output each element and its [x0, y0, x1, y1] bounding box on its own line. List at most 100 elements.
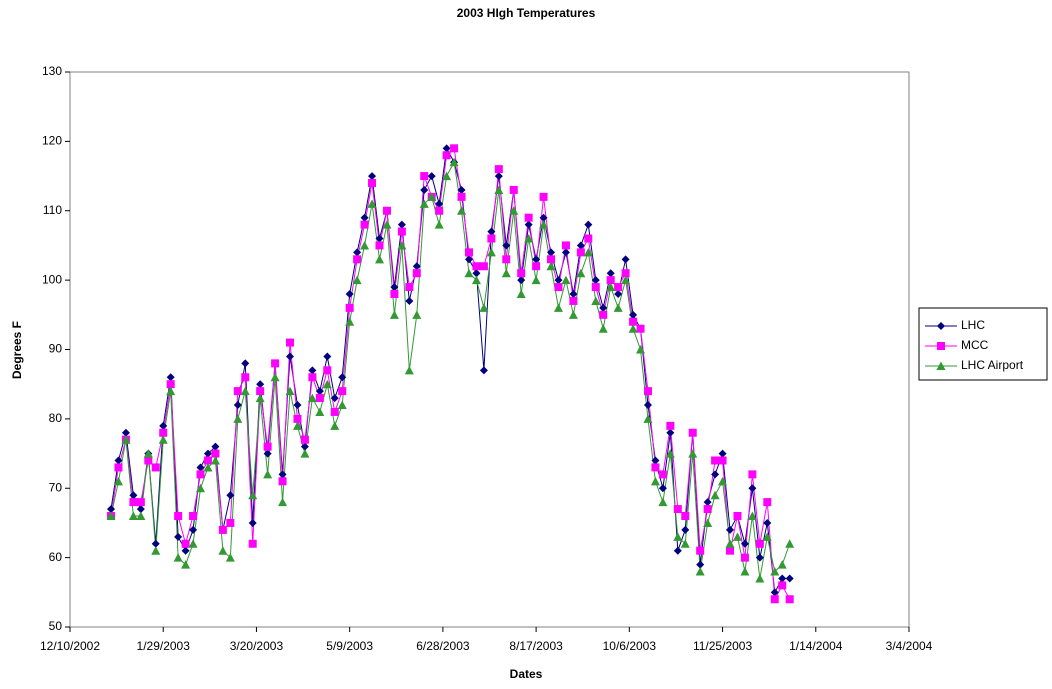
y-tick-label: 60 — [49, 550, 63, 564]
marker — [755, 539, 764, 548]
marker — [486, 247, 496, 257]
marker — [740, 567, 750, 576]
marker — [479, 262, 488, 271]
marker — [554, 283, 563, 292]
marker — [740, 553, 749, 562]
marker — [584, 220, 593, 229]
marker — [308, 373, 317, 382]
marker — [681, 512, 690, 520]
marker — [136, 505, 145, 514]
legend-marker — [936, 361, 946, 370]
marker — [330, 421, 340, 430]
marker — [226, 491, 235, 500]
marker — [263, 442, 272, 451]
marker — [584, 234, 593, 243]
x-tick-label: 3/4/2004 — [886, 639, 933, 653]
marker — [763, 518, 772, 527]
marker — [606, 269, 615, 278]
marker — [330, 394, 339, 403]
marker — [464, 248, 473, 257]
marker — [181, 560, 191, 569]
marker — [688, 449, 698, 458]
marker — [368, 172, 377, 181]
marker — [308, 366, 317, 375]
marker — [539, 213, 548, 222]
x-tick-label: 11/25/2003 — [693, 639, 752, 653]
marker — [755, 553, 764, 562]
marker — [740, 539, 749, 548]
marker — [129, 491, 138, 500]
marker — [233, 401, 242, 409]
marker — [300, 449, 310, 458]
marker — [196, 463, 205, 472]
marker — [203, 462, 213, 472]
marker — [531, 275, 541, 285]
marker — [568, 310, 578, 319]
marker — [450, 144, 459, 153]
marker — [673, 505, 682, 514]
marker — [121, 428, 130, 437]
marker — [666, 428, 675, 437]
chart-title: 2003 HIgh Temperatures — [457, 6, 596, 20]
marker — [785, 595, 794, 604]
marker — [144, 456, 153, 465]
marker — [159, 421, 168, 430]
marker — [233, 387, 242, 396]
marker — [322, 379, 332, 389]
marker — [166, 373, 175, 382]
marker — [636, 345, 646, 354]
marker — [606, 282, 616, 292]
marker — [196, 483, 206, 493]
marker — [435, 199, 444, 208]
marker — [494, 165, 503, 174]
marker — [353, 255, 362, 264]
marker — [457, 192, 466, 201]
y-tick-label: 70 — [49, 480, 63, 494]
marker — [382, 220, 392, 229]
marker — [241, 359, 250, 368]
marker — [360, 213, 369, 222]
marker — [323, 366, 332, 375]
marker — [762, 532, 772, 541]
marker — [785, 574, 794, 583]
marker — [442, 171, 452, 181]
marker — [121, 435, 131, 444]
y-axis-label: Degrees F — [10, 321, 24, 379]
marker — [412, 262, 421, 271]
marker — [196, 470, 205, 479]
marker — [643, 414, 653, 423]
marker — [263, 449, 272, 458]
marker — [621, 269, 630, 278]
marker — [218, 546, 228, 555]
marker — [174, 532, 183, 541]
x-tick-label: 1/14/2004 — [789, 639, 843, 653]
marker — [613, 303, 623, 312]
marker — [397, 240, 407, 250]
marker — [173, 553, 183, 562]
y-tick-label: 100 — [42, 272, 62, 286]
marker — [256, 380, 265, 389]
marker — [248, 539, 257, 548]
marker — [210, 456, 220, 465]
marker — [345, 290, 354, 298]
marker — [471, 275, 481, 285]
marker — [189, 512, 198, 520]
marker — [502, 241, 511, 250]
marker — [457, 206, 467, 215]
marker — [189, 525, 198, 534]
marker — [397, 220, 406, 229]
marker — [330, 407, 339, 416]
marker — [673, 546, 682, 555]
marker — [643, 401, 652, 409]
marker — [778, 581, 787, 590]
marker — [778, 574, 787, 583]
marker — [770, 595, 779, 604]
series-line — [110, 147, 791, 601]
marker — [658, 497, 668, 507]
marker — [554, 276, 563, 285]
marker — [442, 151, 451, 160]
marker — [487, 234, 496, 243]
marker — [300, 442, 309, 451]
marker — [770, 567, 780, 576]
marker — [711, 470, 720, 479]
